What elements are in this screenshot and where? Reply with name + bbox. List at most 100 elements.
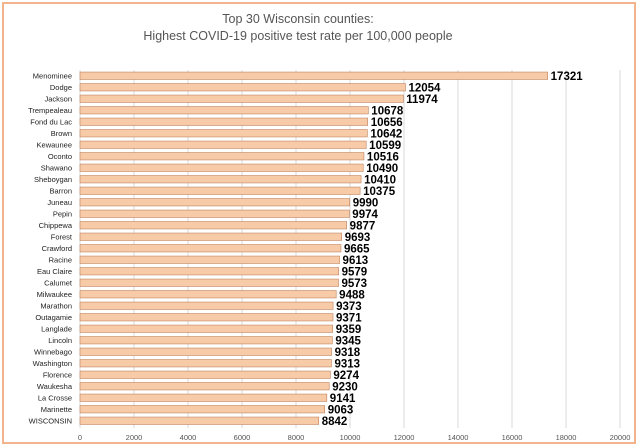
value-label: 8842 — [322, 416, 348, 428]
category-label: Sheboygan — [34, 175, 72, 184]
bar — [79, 267, 339, 276]
value-label: 9318 — [335, 347, 361, 359]
value-label: 9141 — [330, 393, 356, 405]
bar — [79, 175, 362, 184]
bar — [79, 347, 332, 356]
bar — [79, 301, 334, 310]
x-tick-label: 2000 — [126, 433, 143, 442]
x-tick-label: 4000 — [180, 433, 197, 442]
category-label: Eau Claire — [37, 267, 72, 276]
category-label: Jackson — [44, 94, 72, 103]
bar — [79, 393, 328, 402]
category-label: Crawford — [42, 244, 72, 253]
category-label: Shawano — [41, 163, 72, 172]
category-label: Juneau — [47, 198, 72, 207]
value-label: 9230 — [332, 381, 358, 393]
value-label: 9990 — [353, 197, 379, 209]
category-labels: Menominee Dodge Jackson Trempealeau Fond du … — [28, 71, 73, 425]
value-label: 10490 — [366, 163, 398, 175]
bar — [79, 336, 333, 345]
bar — [79, 186, 361, 195]
x-axis-ticks: 0 2000 4000 6000 8000 10000 12000 14000 16000 180… — [78, 433, 631, 442]
category-label: Lincoln — [48, 336, 72, 345]
bar — [79, 163, 364, 172]
category-label: Racine — [49, 255, 72, 264]
chart-subtitle: Highest COVID-19 positive test rate per … — [143, 29, 452, 43]
value-label: 9877 — [350, 220, 376, 232]
category-label: Outagamie — [35, 313, 72, 322]
bar — [79, 416, 320, 425]
x-tick-label: 16000 — [502, 433, 523, 442]
category-label: Calumet — [44, 278, 73, 287]
bar — [79, 209, 350, 218]
category-label: Forest — [51, 232, 73, 241]
value-label: 12054 — [408, 82, 441, 94]
bar — [79, 313, 334, 322]
category-label: Florence — [43, 370, 72, 379]
value-label: 10678 — [371, 105, 404, 117]
x-tick-label: 14000 — [448, 433, 469, 442]
value-label: 9313 — [334, 358, 360, 370]
chart-title: Top 30 Wisconsin counties: — [222, 12, 373, 26]
bar — [79, 221, 347, 230]
bar — [79, 370, 331, 379]
value-label: 9345 — [335, 335, 361, 347]
x-tick-label: 18000 — [556, 433, 577, 442]
category-label: Oconto — [48, 152, 72, 161]
bars — [79, 71, 548, 425]
bar — [79, 129, 368, 138]
category-label: Barron — [49, 186, 72, 195]
bar — [79, 106, 369, 115]
x-tick-label: 6000 — [234, 433, 251, 442]
bar — [79, 83, 406, 92]
bar — [79, 405, 326, 414]
x-tick-label: 12000 — [394, 433, 415, 442]
value-labels: 17321 12054119741067810656106421059910516… — [322, 71, 584, 428]
category-label: Pepin — [53, 209, 72, 218]
bar — [79, 290, 337, 299]
value-label: 9488 — [339, 289, 365, 301]
bar — [79, 117, 369, 126]
category-label: Fond du Lac — [30, 117, 72, 126]
value-label: 17321 — [551, 71, 584, 83]
category-label: Marathon — [40, 301, 72, 310]
value-label: 9359 — [336, 324, 362, 336]
value-label: 10642 — [370, 128, 402, 140]
value-label: 10516 — [367, 151, 399, 163]
x-tick-label: 20000 — [610, 433, 631, 442]
category-label: Kewaunee — [37, 140, 72, 149]
value-label: 9373 — [336, 301, 362, 313]
category-label: Dodge — [50, 83, 72, 92]
category-label: Marinette — [41, 405, 72, 414]
value-label: 10375 — [363, 186, 396, 198]
category-label: Washington — [33, 359, 72, 368]
bar — [79, 198, 351, 207]
x-tick-label: 8000 — [288, 433, 305, 442]
category-label: Waukesha — [37, 382, 73, 391]
x-tick-label: 10000 — [340, 433, 361, 442]
bar — [79, 152, 365, 161]
value-label: 10656 — [371, 117, 403, 129]
value-label: 9613 — [343, 255, 369, 267]
category-label: Winnebago — [34, 347, 72, 356]
value-label: 10410 — [364, 174, 396, 186]
value-label: 9063 — [328, 404, 354, 416]
category-label: WISCONSIN — [29, 416, 72, 425]
value-label: 10599 — [369, 140, 401, 152]
bar — [79, 140, 367, 149]
value-label: 9274 — [333, 370, 359, 382]
bar — [79, 359, 332, 368]
value-label: 9579 — [342, 266, 368, 278]
value-label: 9693 — [345, 232, 371, 244]
value-label: 11974 — [406, 94, 438, 106]
bar — [79, 244, 342, 253]
category-label: Trempealeau — [28, 106, 72, 115]
value-label: 9974 — [352, 209, 378, 221]
category-label: Menominee — [33, 71, 72, 80]
bar — [79, 382, 330, 391]
bar — [79, 324, 333, 333]
category-label: Brown — [51, 129, 72, 138]
category-label: La Crosse — [38, 393, 72, 402]
value-label: 9573 — [341, 278, 367, 290]
